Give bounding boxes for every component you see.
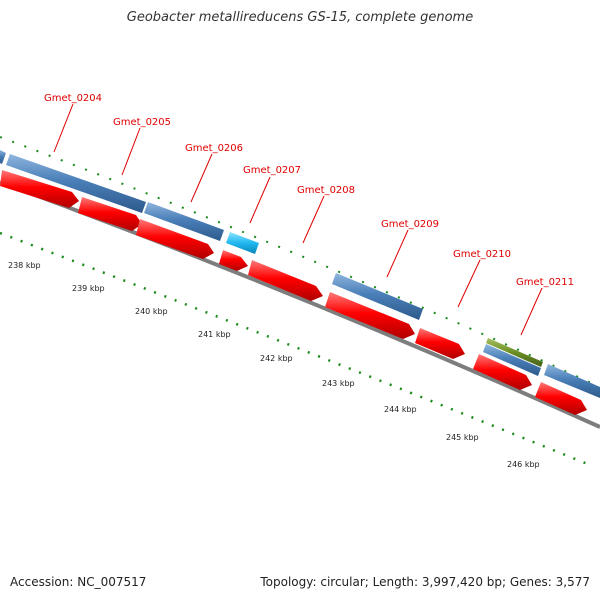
gene-feature[interactable] (6, 154, 146, 213)
kbp-label: 240 kbp (135, 307, 168, 316)
leader-line (121, 127, 141, 176)
gene-label[interactable]: Gmet_0204 (44, 93, 102, 104)
page-title: Geobacter metallireducens GS-15, complet… (126, 10, 474, 25)
gene-feature[interactable] (0, 150, 6, 164)
gene-feature[interactable] (332, 273, 423, 320)
gene-feature[interactable] (144, 202, 224, 241)
cds-arrow[interactable] (535, 382, 587, 415)
gene-feature[interactable] (226, 232, 259, 254)
cds-arrow[interactable] (415, 328, 465, 359)
gene-feature[interactable] (544, 364, 600, 398)
cds-arrow[interactable] (219, 250, 248, 271)
genome-summary-text: Topology: circular; Length: 3,997,420 bp… (260, 575, 590, 589)
leader-line (190, 153, 213, 203)
leader-line (457, 259, 481, 308)
gene-feature[interactable] (486, 338, 543, 367)
kbp-label: 245 kbp (446, 433, 479, 442)
gene-label[interactable]: Gmet_0207 (243, 165, 301, 176)
leader-line (249, 176, 271, 224)
kbp-label: 246 kbp (507, 460, 540, 469)
cds-arrow[interactable] (0, 170, 79, 208)
gene-feature[interactable] (483, 344, 541, 376)
gene-label[interactable]: Gmet_0211 (516, 277, 574, 288)
kbp-label: 238 kbp (8, 261, 41, 270)
accession-text: Accession: NC_007517 (10, 575, 147, 589)
genome-backbone (0, 180, 600, 429)
gene-label[interactable]: Gmet_0209 (381, 219, 439, 230)
cds-arrow[interactable] (473, 354, 532, 390)
cds-arrow[interactable] (248, 260, 323, 301)
cds-arrow[interactable] (136, 219, 214, 259)
gene-label[interactable]: Gmet_0206 (185, 143, 243, 154)
leader-line (53, 103, 74, 153)
gene-label[interactable]: Gmet_0208 (297, 185, 355, 196)
kbp-label: 239 kbp (72, 284, 105, 293)
leader-line (302, 195, 325, 244)
kbp-label: 241 kbp (198, 330, 231, 339)
gene-label[interactable]: Gmet_0205 (113, 117, 171, 128)
leader-line (520, 287, 543, 336)
gene-label[interactable]: Gmet_0210 (453, 249, 511, 260)
kbp-label: 243 kbp (322, 379, 355, 388)
kbp-label: 242 kbp (260, 354, 293, 363)
cds-arrow[interactable] (325, 292, 415, 339)
kbp-label: 244 kbp (384, 405, 417, 414)
cds-arrow[interactable] (78, 197, 142, 231)
leader-line (386, 229, 409, 278)
